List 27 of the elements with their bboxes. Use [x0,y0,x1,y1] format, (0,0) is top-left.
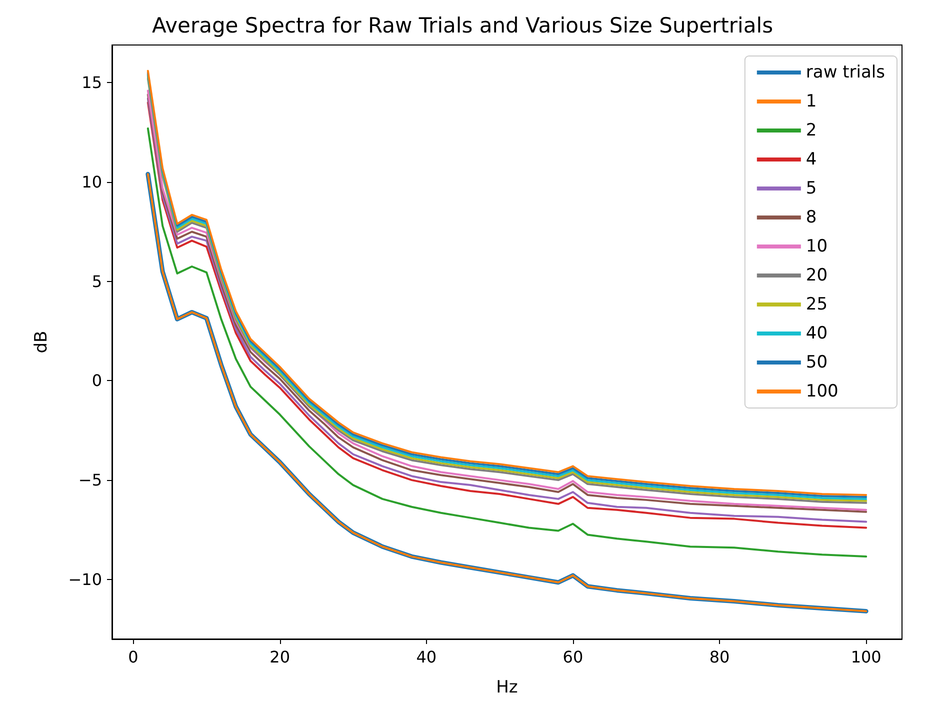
x-axis-title: Hz [496,678,518,698]
y-axis-title: dB [32,330,52,354]
x-tick-label: 20 [270,648,290,666]
chart-title: Average Spectra for Raw Trials and Various Size Supertrials [152,14,774,38]
legend-label: 40 [806,324,828,344]
legend-label: 1 [806,92,817,112]
y-tick-label: −5 [78,470,102,490]
legend-label: 10 [806,236,828,256]
x-tick-label: 40 [416,648,437,666]
y-tick-label: 5 [92,272,102,291]
legend-label: 25 [806,294,828,314]
y-tick-label: −10 [68,570,102,589]
legend-label: 20 [806,266,828,286]
legend-label: 8 [806,208,817,228]
legend-label: raw trials [806,62,886,82]
y-tick-label: 10 [82,172,102,192]
x-tick-label: 60 [562,648,584,666]
x-tick-label: 100 [850,648,882,666]
legend-label: 5 [806,178,817,198]
legend-label: 50 [806,352,828,372]
legend-label: 2 [806,120,817,140]
legend-label: 100 [806,382,838,402]
x-tick-label: 80 [709,648,730,666]
x-tick-label: 0 [128,648,138,666]
legend-label: 4 [806,150,817,170]
y-tick-label: 15 [82,73,102,92]
y-tick-label: 0 [92,371,102,390]
